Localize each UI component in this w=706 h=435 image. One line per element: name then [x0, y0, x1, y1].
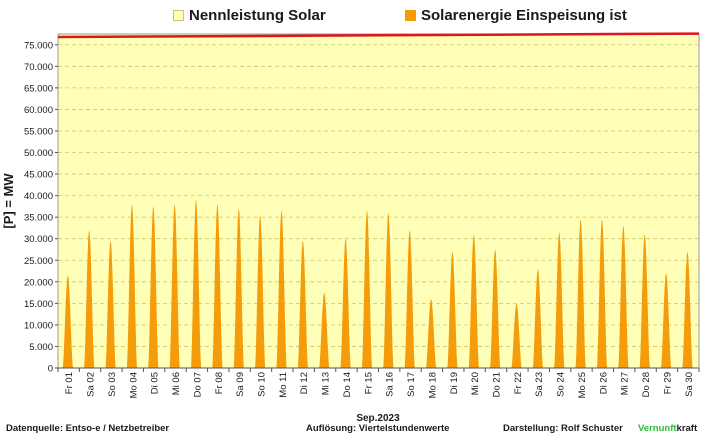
daily-peak-19	[447, 251, 458, 368]
y-axis-label: [P] = MW	[1, 173, 16, 229]
x-tick-label: Mi 06	[171, 372, 182, 395]
daily-peak-12	[297, 240, 308, 368]
legend-nennleistung: Nennleistung Solar	[173, 4, 326, 26]
x-tick-label: So 24	[556, 372, 567, 397]
daily-peak-25	[575, 219, 586, 368]
einspeisung-series	[62, 199, 693, 368]
y-tick-label: 20.000	[24, 277, 53, 288]
x-tick-label: Do 07	[192, 372, 203, 397]
daily-peak-27	[618, 225, 629, 368]
y-tick-label: 5.000	[29, 342, 53, 353]
x-tick-label: Mi 13	[321, 372, 332, 395]
legend-label-einspeisung: Solarenergie Einspeisung ist	[421, 6, 627, 24]
x-tick-label: Mo 11	[278, 372, 289, 398]
x-tick-label: Fr 15	[363, 372, 374, 394]
y-tick-label: 35.000	[24, 213, 53, 224]
y-tick-label: 40.000	[24, 191, 53, 202]
brand-kraft: kraft	[676, 423, 698, 434]
legend-swatch-einspeisung	[405, 9, 416, 21]
y-tick-label: 60.000	[24, 105, 53, 116]
x-tick-label: Sa 30	[684, 372, 695, 397]
daily-peak-13	[319, 292, 330, 368]
y-tick-label: 15.000	[24, 299, 53, 310]
x-tick-label: Fr 01	[64, 372, 75, 394]
x-tick-label: Di 05	[150, 372, 161, 394]
daily-peak-18	[425, 299, 437, 368]
x-axis-label: Sep.2023	[356, 413, 400, 424]
x-tick-label: Mo 04	[128, 372, 139, 398]
x-tick-label: Do 28	[641, 372, 652, 397]
daily-peak-7	[190, 199, 202, 368]
y-tick-label: 70.000	[24, 62, 53, 73]
x-tick-label: Di 19	[449, 372, 460, 394]
y-axis-ticks: 0 5.000 10.000 15.000 20.000 25.000 30.000 35.0…	[24, 40, 58, 375]
y-tick-label: 10.000	[24, 320, 53, 331]
x-tick-label: Fr 22	[513, 372, 524, 394]
x-tick-label: Fr 29	[662, 372, 673, 394]
daily-peak-10	[255, 215, 266, 368]
legend-swatch-nennleistung	[173, 9, 184, 21]
footer-author: Darstellung: Rolf Schuster	[503, 423, 623, 434]
y-tick-label: 65.000	[24, 83, 53, 94]
daily-peak-26	[596, 219, 608, 368]
daily-peak-6	[169, 204, 180, 368]
x-tick-label: Sa 16	[385, 372, 396, 397]
x-tick-label: Fr 08	[214, 372, 225, 394]
x-tick-label: Di 26	[598, 372, 609, 394]
daily-peak-24	[554, 232, 565, 368]
footer-brand: Vernunftkraft	[638, 423, 697, 434]
legend-label-nennleistung: Nennleistung Solar	[189, 6, 326, 24]
daily-peak-22	[511, 303, 522, 368]
x-tick-label: So 10	[257, 372, 268, 397]
daily-peak-1	[62, 275, 73, 368]
x-tick-label: Do 21	[492, 372, 503, 397]
y-tick-label: 55.000	[24, 126, 53, 137]
daily-peak-5	[148, 206, 159, 368]
x-tick-label: Sa 02	[86, 372, 97, 397]
plot-background	[57, 33, 700, 369]
daily-peak-21	[490, 249, 501, 368]
nennleistung-line	[57, 32, 700, 39]
y-tick-label: 75.000	[24, 40, 53, 51]
daily-peak-30	[682, 251, 693, 368]
footer-resolution: Auflösung: Viertelstundenwerte	[306, 423, 450, 434]
y-tick-label: 30.000	[24, 234, 53, 245]
daily-peak-3	[105, 240, 116, 368]
y-tick-label: 25.000	[24, 256, 53, 267]
x-tick-label: Sa 23	[534, 372, 545, 397]
x-tick-label: So 17	[406, 372, 417, 397]
footer-source: Datenquelle: Entso-e / Netzbetreiber	[6, 423, 170, 434]
daily-peak-15	[361, 210, 373, 368]
x-tick-label: Mo 18	[427, 372, 438, 398]
daily-peak-17	[404, 230, 415, 368]
daily-peak-9	[233, 208, 244, 368]
daily-peak-14	[340, 238, 351, 368]
x-tick-label: Mo 25	[577, 372, 588, 398]
daily-peak-28	[639, 234, 650, 368]
x-tick-label: Do 14	[342, 372, 353, 397]
daily-peak-8	[212, 204, 223, 368]
daily-peak-20	[468, 234, 479, 368]
x-axis-ticks: Fr 01 Sa 02 So 03 Mo 04 Di 05 Mi 06 Do 07 Fr 08…	[57, 368, 700, 398]
y-tick-label: 45.000	[24, 170, 53, 181]
gridlines	[58, 44, 699, 347]
y-tick-label: 50.000	[24, 148, 53, 159]
daily-peak-29	[660, 273, 672, 368]
daily-peak-11	[276, 210, 287, 368]
x-tick-label: Sa 09	[235, 372, 246, 397]
daily-peak-16	[383, 212, 394, 368]
legend-einspeisung: Solarenergie Einspeisung ist	[405, 4, 627, 26]
daily-peak-2	[84, 230, 95, 368]
brand-vernunft: Vernunft	[638, 423, 677, 434]
y-tick-label: 0	[48, 364, 53, 375]
x-tick-label: Di 12	[299, 372, 310, 394]
daily-peak-23	[532, 268, 544, 368]
x-tick-label: Mi 27	[620, 372, 631, 395]
x-tick-label: Mi 20	[470, 372, 481, 395]
daily-peak-4	[126, 204, 138, 368]
x-tick-label: So 03	[107, 372, 118, 397]
